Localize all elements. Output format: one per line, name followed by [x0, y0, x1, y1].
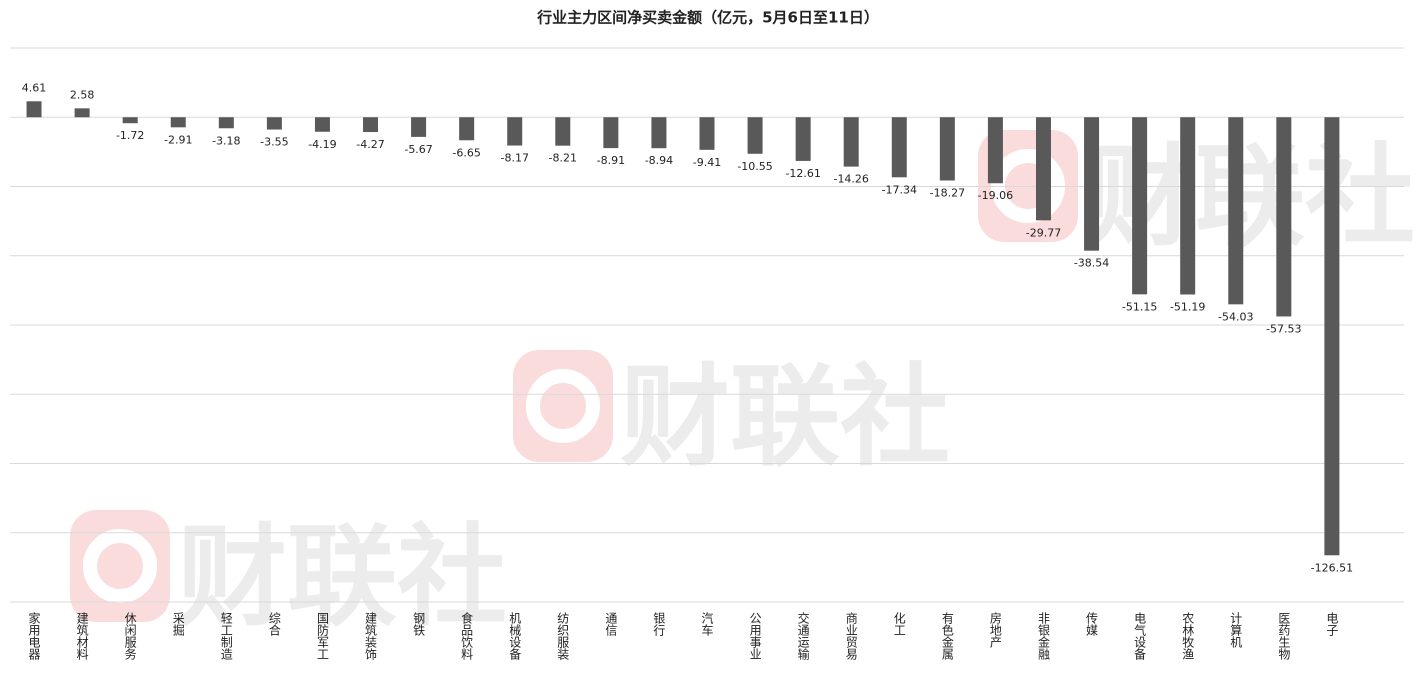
bar — [26, 101, 42, 118]
x-tick-label: 有色金属 — [940, 612, 954, 661]
watermark-logo — [513, 350, 613, 462]
value-label: -3.18 — [212, 134, 240, 147]
value-label: -2.91 — [164, 133, 192, 146]
value-label: -38.54 — [1074, 257, 1109, 270]
x-tick-label: 国防军工 — [315, 612, 329, 660]
bar — [843, 117, 859, 167]
x-tick-label: 农林牧渔 — [1181, 612, 1195, 660]
x-tick-label: 食品饮料 — [460, 611, 474, 660]
value-label: -54.03 — [1218, 310, 1253, 323]
watermark: 财联社 财联社 财联社 — [70, 130, 1415, 641]
value-label: -1.72 — [116, 129, 144, 142]
bar — [1324, 117, 1340, 556]
value-label: -17.34 — [882, 183, 917, 196]
bar — [170, 117, 186, 128]
x-tick-label: 交通运输 — [796, 611, 810, 661]
x-tick-label: 房地产 — [988, 611, 1002, 649]
bar — [891, 117, 907, 178]
value-label: -5.67 — [404, 143, 432, 156]
value-label: 4.61 — [22, 81, 47, 94]
x-tick-label: 电子 — [1325, 612, 1339, 636]
bar — [218, 117, 234, 129]
bar — [266, 117, 282, 130]
value-label: -3.55 — [260, 136, 288, 149]
value-label: -4.19 — [308, 138, 336, 151]
value-label: -29.77 — [1026, 226, 1061, 239]
bar — [74, 108, 90, 118]
x-tick-label: 轻工制造 — [219, 612, 233, 660]
bar — [1276, 117, 1292, 317]
bar — [1180, 117, 1196, 295]
value-label: -12.61 — [785, 167, 820, 180]
value-label: -126.51 — [1311, 561, 1353, 574]
x-tick-label: 钢铁 — [412, 612, 426, 636]
x-tick-label: 医药生物 — [1277, 612, 1291, 660]
value-label: -51.19 — [1170, 300, 1205, 313]
x-tick-label: 休闲服务 — [123, 612, 137, 660]
x-tick-label: 非银金融 — [1036, 612, 1050, 661]
value-label: -51.15 — [1122, 300, 1157, 313]
watermark-logo-c — [526, 369, 600, 443]
value-label: -8.91 — [597, 154, 625, 167]
bar — [314, 117, 330, 132]
watermark-logo-c — [83, 529, 157, 603]
x-tick-label: 纺织服装 — [556, 612, 570, 661]
bar — [603, 117, 619, 149]
x-tick-label: 采掘 — [171, 612, 185, 637]
chart-title: 行业主力区间净买卖金额（亿元，5月6日至11日） — [536, 9, 879, 27]
x-tick-label: 公用事业 — [748, 612, 762, 660]
watermark-text: 财联社 — [620, 353, 950, 481]
value-label: -8.21 — [549, 152, 577, 165]
value-label: -6.65 — [452, 146, 480, 159]
bar — [699, 117, 715, 150]
x-tick-label: 建筑材料 — [75, 612, 89, 660]
bar — [795, 117, 811, 161]
value-label: -19.06 — [978, 189, 1013, 202]
value-label: -9.41 — [693, 156, 721, 169]
value-label: -10.55 — [737, 160, 772, 173]
watermark-logo — [70, 510, 170, 622]
value-label: -57.53 — [1266, 322, 1301, 335]
bar — [555, 117, 571, 146]
bar — [1132, 117, 1148, 295]
value-label: -14.26 — [833, 173, 868, 186]
x-tick-label: 机械设备 — [508, 612, 522, 661]
x-tick-label: 化工 — [892, 612, 906, 636]
bar — [651, 117, 667, 149]
x-tick-label: 建筑装饰 — [364, 612, 378, 660]
bar — [122, 117, 138, 124]
x-tick-label: 商业贸易 — [844, 611, 858, 661]
bar — [939, 117, 955, 181]
watermark-text: 财联社 — [177, 513, 507, 641]
x-tick-label: 家用电器 — [27, 611, 41, 661]
value-label: -4.27 — [356, 138, 384, 151]
bar — [1084, 117, 1100, 251]
bar — [987, 117, 1003, 184]
x-tick-label: 综合 — [267, 612, 281, 636]
bar — [507, 117, 523, 146]
value-label: -18.27 — [930, 187, 965, 200]
x-tick-label: 银行 — [652, 612, 666, 636]
bar — [1228, 117, 1244, 305]
bar — [363, 117, 379, 133]
bar — [747, 117, 763, 154]
x-tick-label: 汽车 — [700, 611, 714, 637]
bar — [411, 117, 427, 137]
x-tick-label: 传媒 — [1085, 611, 1099, 636]
value-label: 2.58 — [70, 88, 95, 101]
bar — [1035, 117, 1051, 221]
x-tick-label: 计算机 — [1229, 612, 1243, 648]
x-tick-label: 电气设备 — [1133, 612, 1147, 661]
x-tick-label: 通信 — [604, 612, 618, 637]
value-label: -8.94 — [645, 154, 673, 167]
value-label: -8.17 — [500, 152, 528, 165]
bar — [459, 117, 475, 141]
